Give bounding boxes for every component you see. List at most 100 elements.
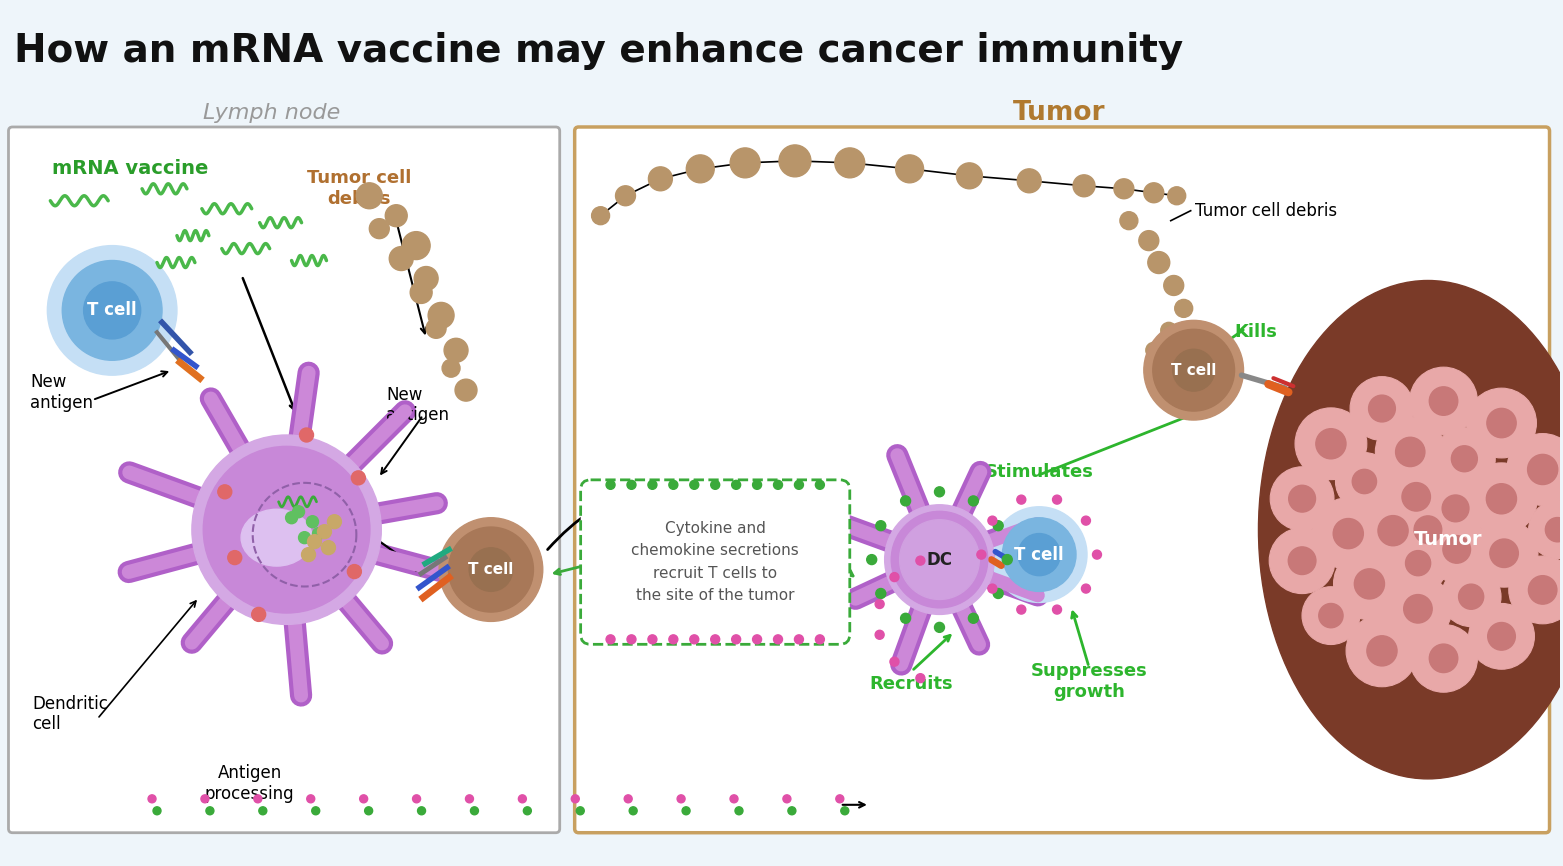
Circle shape [1333,519,1363,549]
Circle shape [889,657,899,666]
Circle shape [649,167,672,191]
Text: T cell: T cell [88,301,138,320]
Circle shape [1289,485,1316,512]
Circle shape [1355,569,1385,599]
Circle shape [1139,230,1158,250]
Circle shape [1385,575,1452,643]
Circle shape [649,481,656,489]
Circle shape [1405,551,1430,576]
Circle shape [414,267,438,290]
Circle shape [1161,322,1177,339]
Circle shape [1114,178,1133,199]
Circle shape [711,635,719,643]
Text: T cell: T cell [469,562,514,577]
Circle shape [867,554,877,565]
Circle shape [669,481,678,489]
Circle shape [836,795,844,803]
Circle shape [1357,494,1429,566]
Circle shape [1335,453,1393,510]
Circle shape [778,145,811,177]
Text: T cell: T cell [1171,363,1216,378]
Circle shape [730,148,760,178]
Circle shape [1153,329,1235,411]
Circle shape [84,282,141,339]
Circle shape [286,512,297,524]
Circle shape [935,487,944,497]
Ellipse shape [241,509,313,566]
Circle shape [731,481,741,489]
Circle shape [969,496,978,506]
Circle shape [689,635,699,643]
Circle shape [889,572,899,582]
Text: mRNA vaccine: mRNA vaccine [52,159,209,178]
Circle shape [649,635,656,643]
Circle shape [957,163,983,189]
Circle shape [916,674,925,682]
Circle shape [891,511,988,608]
Circle shape [364,807,372,815]
Circle shape [206,807,214,815]
Circle shape [1388,533,1447,593]
Circle shape [384,204,408,227]
Circle shape [1144,320,1244,420]
Circle shape [1452,446,1477,472]
Circle shape [1271,467,1333,531]
Circle shape [1074,175,1096,197]
Circle shape [753,481,761,489]
Circle shape [606,635,614,643]
Circle shape [875,520,886,531]
Circle shape [444,339,467,362]
Circle shape [730,795,738,803]
Circle shape [681,807,689,815]
Circle shape [1369,395,1396,422]
Circle shape [816,481,824,489]
Circle shape [1018,169,1041,193]
Circle shape [519,795,527,803]
Circle shape [731,635,741,643]
Circle shape [624,795,631,803]
Circle shape [1546,518,1563,542]
Circle shape [1529,501,1563,559]
Circle shape [630,807,638,815]
Circle shape [900,496,911,506]
Circle shape [439,518,542,622]
Circle shape [1121,211,1138,229]
Circle shape [900,613,911,624]
Circle shape [328,514,341,528]
Circle shape [428,302,455,328]
Circle shape [1288,547,1316,574]
Text: New
antigen: New antigen [30,372,94,411]
Circle shape [774,635,783,643]
Circle shape [627,481,636,489]
Circle shape [470,807,478,815]
Text: Dendritic
cell: Dendritic cell [33,695,108,734]
Circle shape [993,520,1003,531]
Circle shape [606,481,614,489]
Circle shape [259,807,267,815]
Circle shape [413,795,420,803]
Circle shape [202,795,209,803]
Text: Stimulates: Stimulates [985,462,1094,481]
Text: DC: DC [927,551,952,569]
FancyBboxPatch shape [8,127,560,833]
Circle shape [359,795,367,803]
Circle shape [302,547,316,561]
Circle shape [389,247,413,270]
Circle shape [841,807,849,815]
FancyBboxPatch shape [575,127,1549,833]
Text: Kills: Kills [1235,323,1277,341]
Text: Antigen
processing: Antigen processing [205,764,294,803]
Circle shape [1458,585,1483,610]
Text: Suppresses
growth: Suppresses growth [1030,662,1147,701]
Circle shape [711,481,719,489]
Circle shape [1488,623,1516,650]
Circle shape [1269,527,1335,593]
Circle shape [1490,539,1518,567]
Text: New
antigen: New antigen [386,385,449,424]
Circle shape [402,231,430,260]
Circle shape [469,548,513,591]
Circle shape [1018,533,1060,576]
Circle shape [875,599,885,609]
Circle shape [1375,417,1446,487]
Circle shape [935,623,944,632]
